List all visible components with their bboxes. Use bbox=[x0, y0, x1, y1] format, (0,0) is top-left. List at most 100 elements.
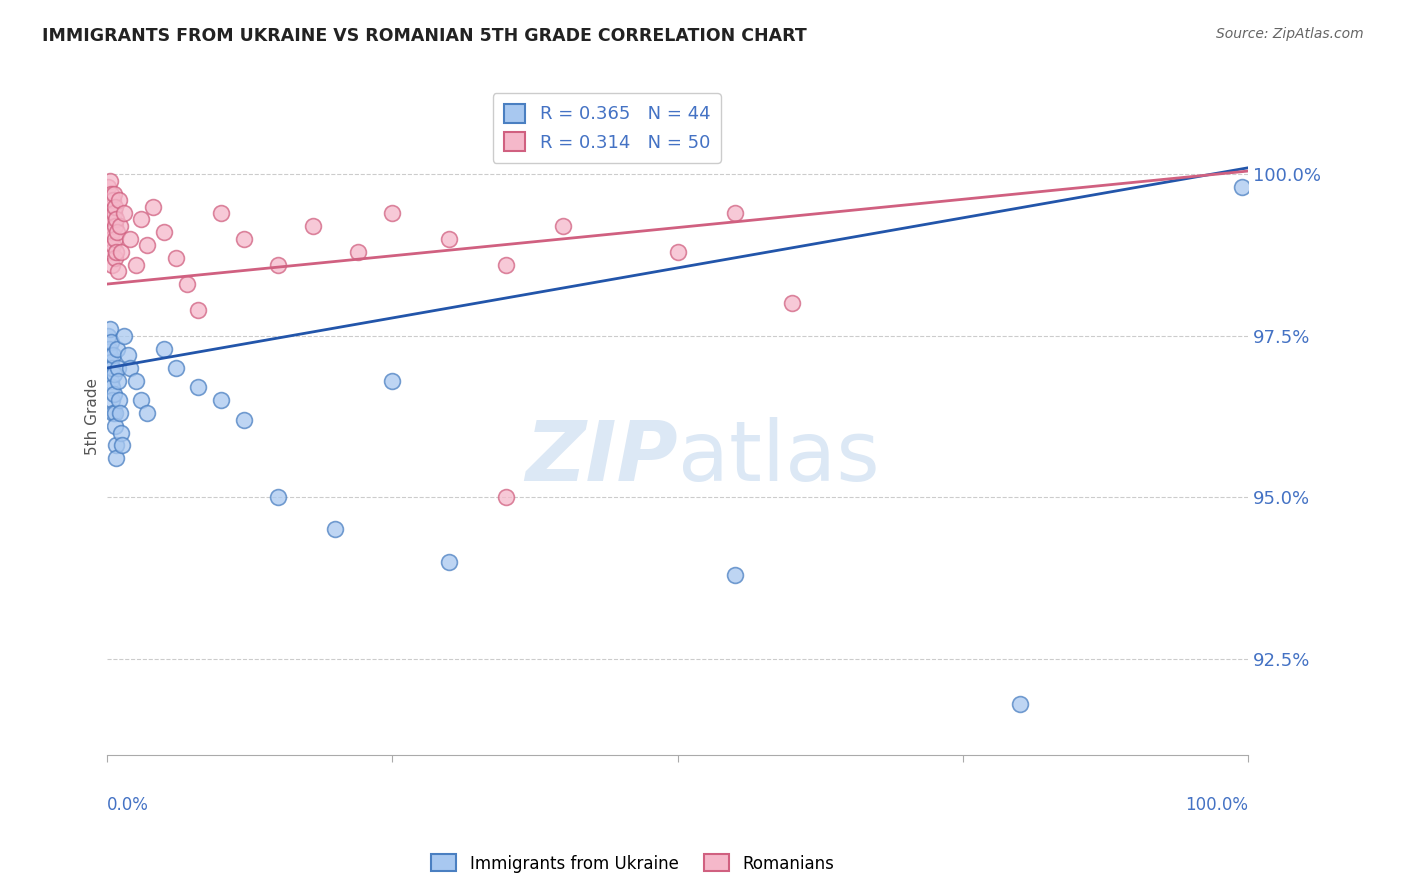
Point bbox=[1008, 697, 1031, 711]
Point bbox=[723, 567, 745, 582]
Legend: R = 0.365   N = 44, R = 0.314   N = 50: R = 0.365 N = 44, R = 0.314 N = 50 bbox=[492, 94, 721, 162]
Point bbox=[176, 277, 198, 291]
Point bbox=[165, 361, 187, 376]
Point bbox=[107, 264, 129, 278]
Point bbox=[439, 232, 461, 246]
Point bbox=[165, 251, 187, 265]
Point bbox=[104, 419, 127, 434]
Point bbox=[101, 193, 124, 207]
Point bbox=[136, 238, 159, 252]
Point bbox=[107, 361, 129, 376]
Point bbox=[98, 348, 121, 362]
Point bbox=[125, 374, 148, 388]
Point bbox=[97, 180, 120, 194]
Point bbox=[108, 219, 131, 233]
Point bbox=[381, 206, 404, 220]
Point bbox=[131, 393, 153, 408]
Point bbox=[97, 193, 120, 207]
Point bbox=[98, 206, 121, 220]
Point bbox=[98, 322, 121, 336]
Point bbox=[553, 219, 575, 233]
Point bbox=[105, 342, 128, 356]
Point bbox=[104, 212, 127, 227]
Point bbox=[100, 232, 122, 246]
Point bbox=[120, 361, 142, 376]
Point bbox=[131, 212, 153, 227]
Point bbox=[187, 302, 209, 317]
Legend: Immigrants from Ukraine, Romanians: Immigrants from Ukraine, Romanians bbox=[425, 847, 841, 880]
Point bbox=[104, 438, 127, 452]
Point bbox=[103, 386, 125, 401]
Text: ZIP: ZIP bbox=[524, 417, 678, 498]
Point bbox=[125, 258, 148, 272]
Point bbox=[666, 244, 689, 259]
Point bbox=[100, 200, 122, 214]
Point bbox=[495, 490, 517, 504]
Point bbox=[347, 244, 370, 259]
Point bbox=[111, 438, 134, 452]
Point bbox=[120, 232, 142, 246]
Point bbox=[103, 368, 125, 382]
Point bbox=[100, 186, 122, 201]
Point bbox=[100, 335, 122, 350]
Point bbox=[105, 226, 128, 240]
Point bbox=[112, 328, 135, 343]
Point bbox=[267, 490, 290, 504]
Point bbox=[97, 342, 120, 356]
Point bbox=[187, 380, 209, 394]
Point bbox=[97, 328, 120, 343]
Point bbox=[101, 393, 124, 408]
Point bbox=[105, 244, 128, 259]
Point bbox=[101, 361, 124, 376]
Point bbox=[101, 226, 124, 240]
Point bbox=[495, 258, 517, 272]
Text: 0.0%: 0.0% bbox=[107, 796, 149, 814]
Point bbox=[439, 555, 461, 569]
Point bbox=[104, 251, 127, 265]
Text: atlas: atlas bbox=[678, 417, 879, 498]
Point bbox=[100, 354, 122, 368]
Point bbox=[267, 258, 290, 272]
Point bbox=[112, 206, 135, 220]
Point bbox=[209, 206, 232, 220]
Point bbox=[780, 296, 803, 310]
Point bbox=[100, 374, 122, 388]
Point bbox=[101, 406, 124, 420]
Point bbox=[233, 232, 256, 246]
Point bbox=[101, 380, 124, 394]
Point bbox=[723, 206, 745, 220]
Point bbox=[107, 374, 129, 388]
Point bbox=[108, 406, 131, 420]
Text: IMMIGRANTS FROM UKRAINE VS ROMANIAN 5TH GRADE CORRELATION CHART: IMMIGRANTS FROM UKRAINE VS ROMANIAN 5TH … bbox=[42, 27, 807, 45]
Point bbox=[101, 348, 124, 362]
Point bbox=[98, 361, 121, 376]
Point bbox=[101, 258, 124, 272]
Point bbox=[105, 451, 128, 466]
Text: Source: ZipAtlas.com: Source: ZipAtlas.com bbox=[1216, 27, 1364, 41]
Point bbox=[104, 200, 127, 214]
Point bbox=[301, 219, 323, 233]
Point bbox=[117, 348, 139, 362]
Point bbox=[100, 244, 122, 259]
Point bbox=[101, 212, 124, 227]
Point bbox=[153, 342, 176, 356]
Point bbox=[104, 406, 127, 420]
Point bbox=[325, 522, 347, 536]
Point bbox=[110, 244, 132, 259]
Point bbox=[101, 238, 124, 252]
Point bbox=[136, 406, 159, 420]
Point bbox=[142, 200, 165, 214]
Point bbox=[103, 186, 125, 201]
Point bbox=[153, 226, 176, 240]
Point bbox=[110, 425, 132, 440]
Y-axis label: 5th Grade: 5th Grade bbox=[86, 378, 100, 455]
Point bbox=[107, 193, 129, 207]
Point bbox=[103, 206, 125, 220]
Point bbox=[107, 393, 129, 408]
Text: 100.0%: 100.0% bbox=[1185, 796, 1249, 814]
Point bbox=[98, 219, 121, 233]
Point bbox=[381, 374, 404, 388]
Point bbox=[104, 232, 127, 246]
Point bbox=[209, 393, 232, 408]
Point bbox=[1230, 180, 1253, 194]
